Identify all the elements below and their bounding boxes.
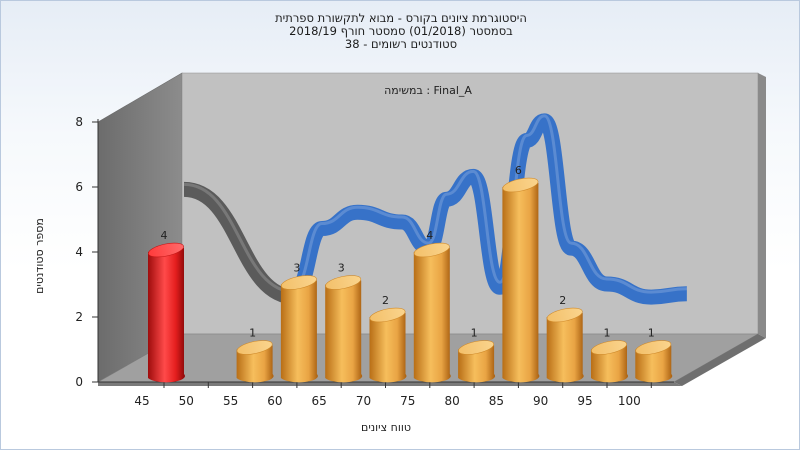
x-tick-label: 80 [444,394,459,408]
x-tick-label: 75 [400,394,415,408]
bar-85 [502,177,540,383]
bar-value-label: 2 [382,294,389,307]
x-tick-label: 60 [267,394,282,408]
bar-body [280,280,318,383]
trend-ribbon-highlight-2 [294,114,687,294]
bar-value-label: 1 [604,327,611,340]
chart-annotation: במשימה : Final_A [384,84,472,97]
bar-top [458,340,495,355]
y-tick-label: 8 [75,115,83,129]
bar-value-label: 6 [515,164,522,177]
bar-body [369,313,407,383]
bar-top [369,307,406,323]
y-tick-label: 0 [75,375,83,389]
bar-90 [546,307,584,383]
bar-60 [280,275,318,383]
x-tick-label: 65 [312,394,327,408]
chart-title: היסטוגרמת ציונים בקורס - מבוא לתקשורת ספ… [275,11,527,25]
chart-subtitle-students: סטודנטים רשומים - 38 [344,37,458,51]
bar-value-label: 2 [559,294,566,307]
x-tick-label: 50 [179,394,194,408]
bar-value-label: 3 [293,262,300,275]
trend-ribbon-highlight-1 [183,182,296,294]
trend-ribbon-1 [183,181,297,305]
bar-value-label: 1 [471,327,478,340]
x-tick-label: 95 [577,394,592,408]
bar-top [635,340,672,355]
bar-value-label: 4 [161,229,168,242]
bar-top [413,242,450,258]
x-tick-label: 90 [533,394,548,408]
bar-body [502,183,540,383]
x-tick-label: 100 [618,394,641,408]
bar-70 [369,307,407,383]
floor-right-edge [674,334,766,386]
bar-value-label: 1 [249,327,256,340]
bar-65 [325,275,363,383]
y-tick-label: 2 [75,310,83,324]
y-tick-label: 4 [75,245,83,259]
y-axis-title: מספר סטודנטים [33,218,46,294]
trend-ribbon-2 [292,113,687,305]
x-axis-title: טווח ציונים [361,421,411,434]
bar-top [148,242,184,258]
right-wall-edge [758,73,766,338]
x-tick-label: 70 [356,394,371,408]
x-tick-label: 45 [134,394,149,408]
bar-top [325,275,362,290]
bar-value-label: 4 [426,229,433,242]
bar-top [502,177,539,193]
bar-75 [413,242,451,383]
bar-100 [635,340,673,383]
bar-body [148,248,185,383]
floor-edge [98,382,682,386]
bar-body [413,248,451,383]
y-tick-label: 6 [75,180,83,194]
bar-value-label: 1 [648,327,655,340]
bar-top [546,307,583,323]
x-tick-label: 85 [489,394,504,408]
bar-top [591,340,627,355]
bar-45 [148,242,185,383]
bar-95 [591,340,628,383]
bar-value-label: 3 [338,262,345,275]
bar-80 [458,340,496,383]
bar-top [280,275,317,290]
bar-body [325,280,363,383]
bar-55 [236,340,274,383]
bar-top [236,340,273,355]
chart-subtitle-semester: בסמסטר (01/2018) סמסטר חורף 2018/19 [289,24,513,38]
x-tick-label: 55 [223,394,238,408]
bar-body [546,313,584,383]
